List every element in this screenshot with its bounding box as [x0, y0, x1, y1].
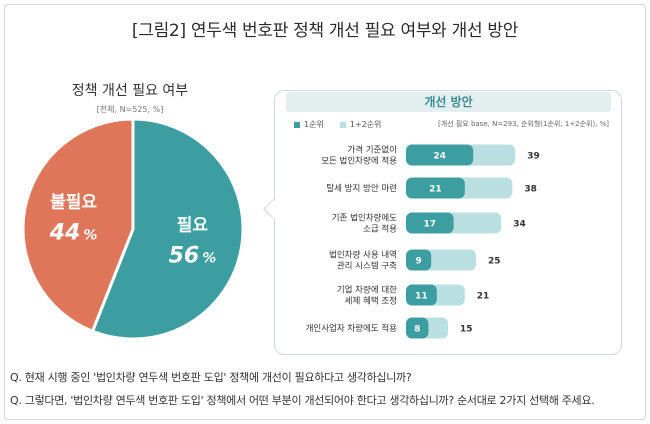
bar-category-label: 기업 차량에 대한 세제 혜택 조정 [337, 285, 397, 307]
bar-rank12-value: 34 [513, 220, 526, 230]
bar-category-label: 탈세 방지 방안 마련 [326, 183, 397, 194]
bar-chart-basis-note: [개선 필요 base, N=293, 순위형(1순위, 1+2순위), %] [438, 120, 610, 128]
legend-swatch-rank1 [294, 121, 300, 128]
bar-panel-title: 개선 방안 [286, 92, 611, 112]
pie-slice-unit: % [202, 250, 216, 266]
bar-rank1 [406, 177, 465, 199]
question-2: Q. 그렇다면, '법인차량 연두색 번호판 도입' 정책에서 어떤 부분이 개… [10, 394, 595, 407]
bar-category-label: 개인사업자 차량에도 적용 [306, 323, 398, 334]
bar-rank1-value: 9 [415, 257, 421, 267]
pie-chart-note: [전체, N=525, %] [96, 105, 164, 114]
bar-category-label: 가격 기준없이 모든 법인차량에 적용 [321, 145, 397, 167]
pie-slice-unit: % [83, 228, 97, 244]
legend-item-rank1: 1순위 [294, 119, 324, 130]
question-1: Q. 현재 시행 중인 '법인차량 연두색 번호판 도입' 정책에 개선이 필요… [10, 371, 412, 384]
bar-rank12-value: 25 [488, 257, 501, 267]
bar-rank1 [406, 212, 454, 234]
bar-rank1-value: 24 [433, 152, 446, 162]
bar-category-label: 기존 법인차량에도 소급 적용 [332, 213, 397, 235]
bar-rank1-value: 21 [429, 185, 442, 195]
bar-rank1 [406, 249, 432, 271]
bar-rank12-value: 21 [477, 292, 490, 302]
legend-swatch-rank12 [339, 121, 346, 128]
bar-rank1-value: 11 [415, 292, 428, 302]
bar-legend: 1순위 1+2순위 [294, 119, 397, 130]
pie-slice-label: 불필요 [50, 193, 97, 213]
bar-rank1 [406, 317, 429, 339]
legend-label-rank12: 1+2순위 [349, 120, 382, 129]
legend-label-rank1: 1순위 [304, 120, 324, 129]
bar-rank1 [406, 144, 474, 166]
bar-rank1 [406, 284, 437, 306]
pie-slice-value: 56% [169, 243, 217, 268]
pie-chart-title: 정책 개선 필요 여부 [71, 83, 189, 99]
pie-slice-needed [90, 117, 245, 341]
figure-title: [그림2] 연두색 번호판 정책 개선 필요 여부와 개선 방안 [131, 21, 519, 41]
bar-rank1-value: 17 [424, 220, 437, 230]
bar-rank12-value: 38 [524, 185, 537, 195]
bar-category-label: 법인차량 사용 내역 관리 시스템 구축 [329, 250, 397, 272]
bar-rank12-value: 39 [527, 152, 540, 162]
bar-rank1-value: 8 [414, 325, 420, 335]
pie-slice-not-needed [21, 117, 135, 334]
bar-rank12-value: 15 [460, 325, 473, 335]
legend-item-rank12: 1+2순위 [339, 119, 382, 130]
pie-slice-label: 필요 [177, 215, 209, 235]
